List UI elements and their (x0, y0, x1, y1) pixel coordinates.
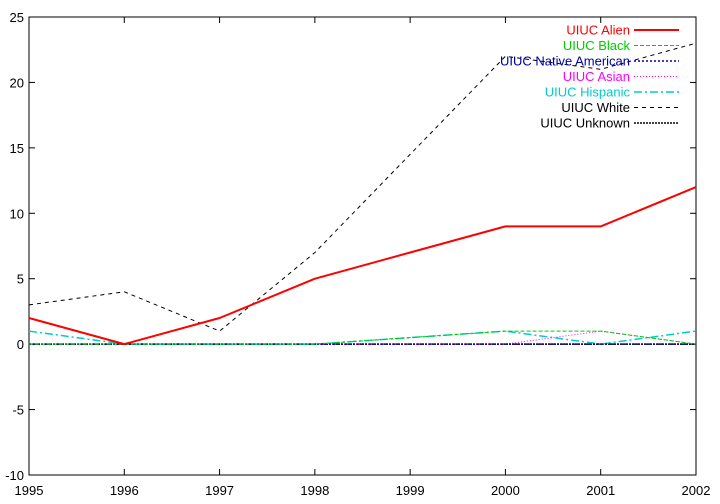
legend-label: UIUC White (561, 100, 630, 115)
x-tick-label: 1995 (15, 483, 44, 498)
y-tick-label: -5 (12, 403, 24, 418)
plot-frame (28, 16, 697, 476)
legend-label: UIUC Hispanic (545, 85, 631, 100)
y-tick-label: 5 (17, 272, 24, 287)
x-tick-label: 1999 (396, 483, 425, 498)
legend-label: UIUC Black (563, 38, 631, 53)
legend-label: UIUC Native American (500, 54, 630, 69)
series-line-uiuc-alien (28, 186, 697, 346)
x-tick-label: 2002 (682, 483, 711, 498)
y-tick-label: 10 (10, 206, 24, 221)
axis-ticks: 1995 1996 1997 1998 1999 2000 2001 2002 -10 -5 0 5 1… (5, 10, 710, 498)
x-tick-label: 1997 (205, 483, 234, 498)
legend-label: UIUC Asian (563, 69, 630, 84)
x-tick-label: 1996 (110, 483, 139, 498)
y-tick-label: 20 (10, 75, 24, 90)
y-tick-label: 0 (17, 337, 24, 352)
series-layer (28, 42, 697, 346)
legend-label: UIUC Unknown (540, 116, 630, 131)
x-tick-label: 2001 (586, 483, 615, 498)
y-tick-label: 15 (10, 141, 24, 156)
series-line-uiuc-white (28, 42, 697, 332)
x-tick-label: 2000 (491, 483, 520, 498)
y-tick-label: -10 (5, 468, 24, 483)
y-tick-label: 25 (10, 10, 24, 25)
series-line-uiuc-black (29, 330, 697, 345)
x-tick-label: 1998 (300, 483, 329, 498)
legend-label: UIUC Alien (566, 23, 630, 38)
